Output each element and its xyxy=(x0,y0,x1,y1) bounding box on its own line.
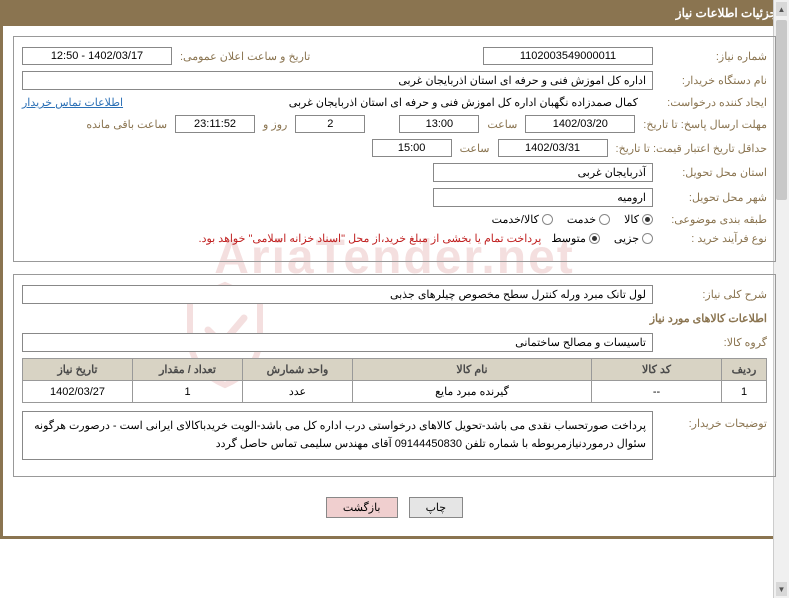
col-name: نام کالا xyxy=(353,359,592,381)
table-cell: گيرنده مبرد مايع xyxy=(353,381,592,403)
process-label: نوع فرآیند خرید : xyxy=(657,232,767,245)
row-general-desc: شرح کلی نیاز: لول تانک مبرد ورله کنترل س… xyxy=(22,285,767,304)
deadline-label: مهلت ارسال پاسخ: تا تاریخ: xyxy=(639,118,767,131)
table-cell: 1 xyxy=(722,381,767,403)
scroll-up-icon[interactable]: ▲ xyxy=(776,2,787,16)
row-category: طبقه بندی موضوعی: کالا خدمت کالا/خدمت xyxy=(22,213,767,226)
row-buyer-notes: توضیحات خریدار: پرداخت صورتحساب نقدی می … xyxy=(22,411,767,460)
goods-group-label: گروه کالا: xyxy=(657,336,767,349)
request-number-value: 1102003549000011 xyxy=(483,47,653,65)
panel-title: جزئیات اطلاعات نیاز xyxy=(676,6,777,20)
category-radio-0[interactable]: کالا xyxy=(624,213,653,226)
requester-label: ایجاد کننده درخواست: xyxy=(642,96,767,109)
buyer-contact-link[interactable]: اطلاعات تماس خریدار xyxy=(22,96,129,109)
announce-label: تاریخ و ساعت اعلان عمومی: xyxy=(176,50,314,63)
deadline-remain-label: ساعت باقی مانده xyxy=(82,118,171,131)
category-radio-2[interactable]: کالا/خدمت xyxy=(492,213,553,226)
requester-value: کمال صمدزاده نگهبان اداره کل اموزش فنی و… xyxy=(289,96,638,109)
scroll-thumb[interactable] xyxy=(776,20,787,200)
category-radio-1[interactable]: خدمت xyxy=(567,213,610,226)
back-button[interactable]: بازگشت xyxy=(326,497,398,518)
row-process-type: نوع فرآیند خرید : جزیی متوسط پرداخت تمام… xyxy=(22,232,767,245)
buyer-notes-label: توضیحات خریدار: xyxy=(657,411,767,430)
radio-icon xyxy=(542,214,553,225)
buyer-org-label: نام دستگاه خریدار: xyxy=(657,74,767,87)
city-value: اروميه xyxy=(433,188,653,207)
row-valid-until: حداقل تاریخ اعتبار قیمت: تا تاریخ: 1402/… xyxy=(22,139,767,157)
outer-border: شماره نیاز: 1102003549000011 تاریخ و ساع… xyxy=(0,26,789,539)
row-province: استان محل تحویل: آذربايجان غربی xyxy=(22,163,767,182)
radio-icon xyxy=(599,214,610,225)
row-city: شهر محل تحویل: اروميه xyxy=(22,188,767,207)
radio-icon xyxy=(642,233,653,244)
category-label: طبقه بندی موضوعی: xyxy=(657,213,767,226)
button-bar: چاپ بازگشت xyxy=(13,489,776,526)
panel-header: جزئیات اطلاعات نیاز xyxy=(0,0,789,26)
items-subheader: اطلاعات کالاهای مورد نیاز xyxy=(22,312,767,325)
city-label: شهر محل تحویل: xyxy=(657,191,767,204)
col-unit: واحد شمارش xyxy=(243,359,353,381)
deadline-time-label: ساعت xyxy=(483,118,521,131)
table-cell: 1 xyxy=(133,381,243,403)
items-panel: شرح کلی نیاز: لول تانک مبرد ورله کنترل س… xyxy=(13,274,776,477)
col-row: ردیف xyxy=(722,359,767,381)
table-cell: 1402/03/27 xyxy=(23,381,133,403)
buyer-notes-value: پرداخت صورتحساب نقدی می باشد-تحویل کالاه… xyxy=(22,411,653,460)
process-radio-group: جزیی متوسط xyxy=(551,232,653,245)
general-desc-value: لول تانک مبرد ورله کنترل سطح مخصوص چیلره… xyxy=(22,285,653,304)
process-radio-1[interactable]: متوسط xyxy=(551,232,600,245)
table-header-row: ردیف کد کالا نام کالا واحد شمارش تعداد /… xyxy=(23,359,767,381)
deadline-countdown: 23:11:52 xyxy=(175,115,255,133)
deadline-date: 1402/03/20 xyxy=(525,115,635,133)
request-number-label: شماره نیاز: xyxy=(657,50,767,63)
row-request-number: شماره نیاز: 1102003549000011 تاریخ و ساع… xyxy=(22,47,767,65)
col-qty: تعداد / مقدار xyxy=(133,359,243,381)
print-button[interactable]: چاپ xyxy=(409,497,464,518)
process-note: پرداخت تمام یا بخشی از مبلغ خرید،از محل … xyxy=(199,232,548,245)
deadline-time: 13:00 xyxy=(399,115,479,133)
valid-date: 1402/03/31 xyxy=(498,139,608,157)
process-radio-0[interactable]: جزیی xyxy=(614,232,653,245)
table-cell: عدد xyxy=(243,381,353,403)
general-desc-label: شرح کلی نیاز: xyxy=(657,288,767,301)
main-panel: شماره نیاز: 1102003549000011 تاریخ و ساع… xyxy=(13,36,776,262)
row-buyer-org: نام دستگاه خریدار: اداره کل اموزش فنی و … xyxy=(22,71,767,90)
province-value: آذربايجان غربی xyxy=(433,163,653,182)
col-date: تاریخ نیاز xyxy=(23,359,133,381)
deadline-days-label: روز و xyxy=(259,118,291,131)
table-row: 1--گيرنده مبرد مايععدد11402/03/27 xyxy=(23,381,767,403)
valid-time-label: ساعت xyxy=(456,142,494,155)
category-radio-group: کالا خدمت کالا/خدمت xyxy=(492,213,653,226)
items-table: ردیف کد کالا نام کالا واحد شمارش تعداد /… xyxy=(22,358,767,403)
valid-time: 15:00 xyxy=(372,139,452,157)
valid-label: حداقل تاریخ اعتبار قیمت: تا تاریخ: xyxy=(612,142,767,155)
announce-value: 1402/03/17 - 12:50 xyxy=(22,47,172,65)
radio-icon xyxy=(589,233,600,244)
row-goods-group: گروه کالا: تاسیسات و مصالح ساختمانی xyxy=(22,333,767,352)
row-deadline: مهلت ارسال پاسخ: تا تاریخ: 1402/03/20 سا… xyxy=(22,115,767,133)
province-label: استان محل تحویل: xyxy=(657,166,767,179)
col-code: کد کالا xyxy=(592,359,722,381)
scroll-down-icon[interactable]: ▼ xyxy=(776,582,787,596)
row-requester: ایجاد کننده درخواست: کمال صمدزاده نگهبان… xyxy=(22,96,767,109)
table-cell: -- xyxy=(592,381,722,403)
radio-icon xyxy=(642,214,653,225)
deadline-days: 2 xyxy=(295,115,365,133)
goods-group-value: تاسیسات و مصالح ساختمانی xyxy=(22,333,653,352)
buyer-org-value: اداره کل اموزش فنی و حرفه ای استان اذربا… xyxy=(22,71,653,90)
